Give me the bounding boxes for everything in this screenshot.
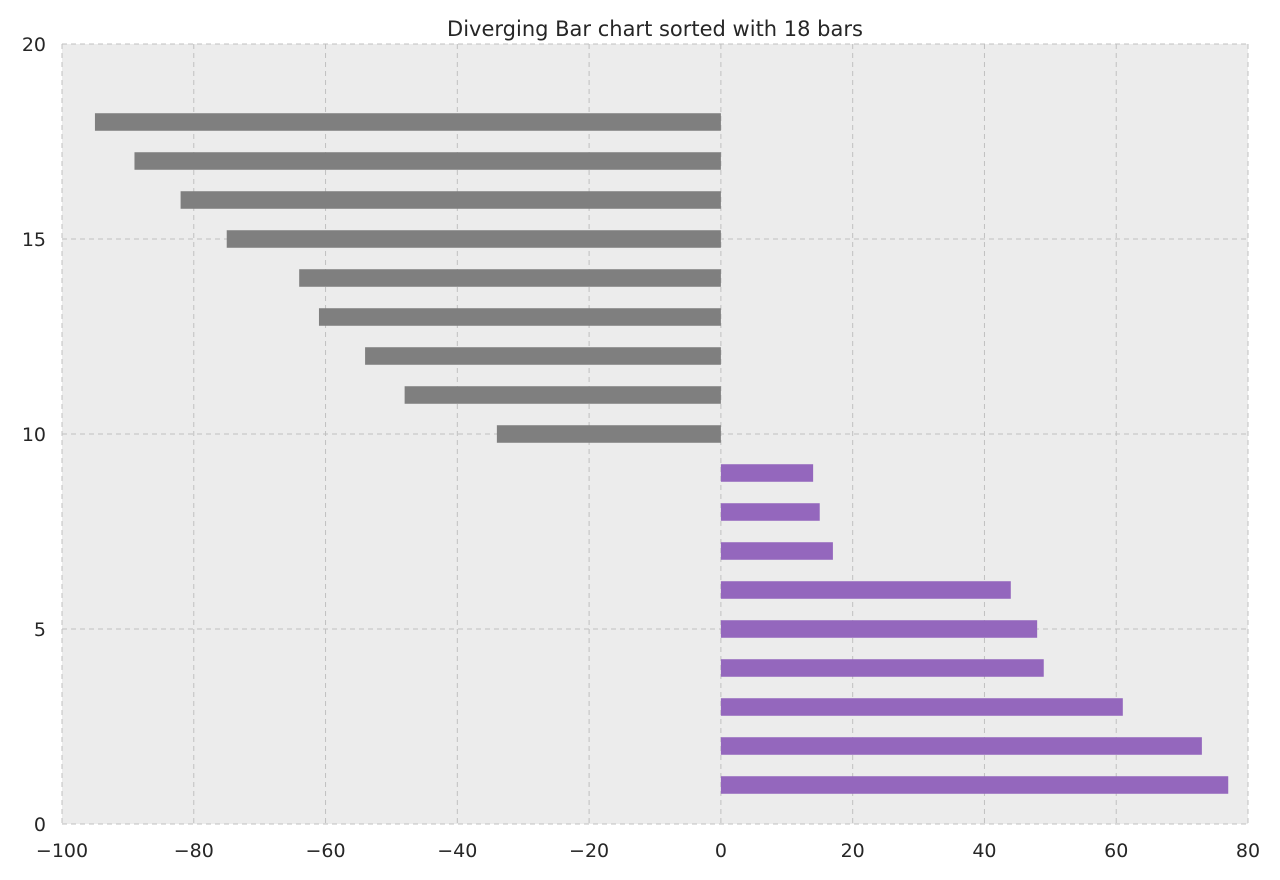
x-tick-label: −100 — [36, 840, 88, 862]
x-tick-label: −20 — [569, 840, 609, 862]
bar — [720, 659, 1044, 677]
x-tick-label: −40 — [437, 840, 477, 862]
bar — [720, 542, 833, 560]
x-tick-label: −80 — [174, 840, 214, 862]
bar — [720, 698, 1123, 716]
x-tick-label: 0 — [715, 840, 727, 862]
bar — [94, 113, 721, 131]
bar — [720, 464, 814, 482]
bar — [299, 269, 721, 287]
bar — [365, 347, 721, 365]
chart-title: Diverging Bar chart sorted with 18 bars — [447, 17, 863, 41]
bars — [94, 113, 1229, 794]
bar — [720, 581, 1011, 599]
bar — [180, 191, 721, 209]
x-tick-label: 80 — [1236, 840, 1260, 862]
bar — [134, 152, 721, 170]
y-tick-label: 0 — [34, 814, 46, 836]
x-tick-label: 60 — [1104, 840, 1128, 862]
bar — [720, 776, 1229, 794]
x-tick-label: 40 — [972, 840, 996, 862]
bar — [318, 308, 721, 326]
bar — [496, 425, 721, 443]
bar — [720, 503, 820, 521]
x-axis-ticks: −100 −80 −60 −40 −20 0 20 40 60 80 — [36, 840, 1260, 862]
bar — [720, 737, 1202, 755]
bar — [720, 620, 1038, 638]
bar — [226, 230, 721, 248]
bar — [404, 386, 721, 404]
y-axis-ticks: 0 5 10 15 20 — [22, 34, 46, 836]
y-tick-label: 15 — [22, 229, 46, 251]
y-tick-label: 5 — [34, 619, 46, 641]
y-tick-label: 20 — [22, 34, 46, 56]
y-tick-label: 10 — [22, 424, 46, 446]
x-tick-label: −60 — [306, 840, 346, 862]
x-tick-label: 20 — [841, 840, 865, 862]
